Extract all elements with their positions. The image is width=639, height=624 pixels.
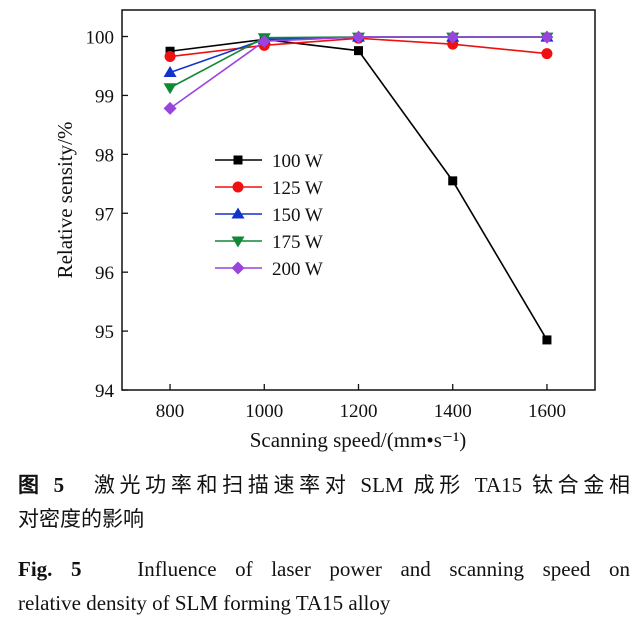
legend-label: 100 W — [272, 151, 323, 172]
data-point — [448, 176, 458, 186]
caption-cn-line1: 激光功率和扫描速率对 SLM 成形 TA15 钛合金相 — [93, 473, 630, 497]
series-line — [169, 38, 548, 341]
caption-chinese: 图 5 激光功率和扫描速率对 SLM 成形 TA15 钛合金相 对密度的影响 — [18, 468, 630, 536]
data-point — [163, 83, 177, 95]
legend-marker — [231, 261, 245, 275]
legend-label: 175 W — [272, 232, 323, 253]
legend-marker — [231, 236, 245, 248]
x-tick-label: 1400 — [434, 401, 472, 422]
x-tick-label: 1600 — [528, 401, 566, 422]
data-point — [257, 34, 271, 48]
caption-cn-line2: 对密度的影响 — [18, 507, 144, 531]
y-tick-label: 100 — [86, 28, 115, 49]
legend-marker — [233, 155, 243, 165]
data-point — [354, 46, 363, 56]
x-tick-label: 1000 — [245, 401, 283, 422]
caption-en-line1: Influence of laser power and scanning sp… — [137, 557, 630, 581]
caption-en-line2: relative density of SLM forming TA15 all… — [18, 591, 391, 615]
y-tick-label: 95 — [95, 322, 114, 343]
x-tick-label: 800 — [156, 401, 185, 422]
y-tick-label: 96 — [95, 263, 114, 284]
series-100w — [165, 34, 552, 345]
y-tick-label: 99 — [95, 86, 114, 107]
data-point — [352, 30, 365, 44]
y-tick-label: 94 — [95, 381, 115, 402]
x-axis-label: Scanning speed/(mm•s⁻¹) — [250, 428, 467, 452]
data-point — [164, 51, 176, 63]
data-point — [542, 335, 552, 345]
y-tick-label: 97 — [95, 204, 114, 225]
caption-english: Fig. 5 Influence of laser power and scan… — [18, 552, 630, 620]
y-axis-label: Relative sensity/% — [53, 122, 77, 279]
x-tick-label: 1200 — [340, 401, 378, 422]
legend-label: 150 W — [272, 205, 323, 226]
data-point — [446, 30, 460, 44]
legend-marker — [232, 181, 244, 193]
data-point — [540, 30, 554, 44]
caption-en-label: Fig. 5 — [18, 557, 82, 581]
legend-marker — [231, 207, 245, 219]
y-tick-label: 98 — [95, 145, 114, 166]
legend-label: 200 W — [272, 259, 323, 280]
caption-cn-label: 图 5 — [18, 473, 65, 497]
data-point — [541, 48, 553, 60]
data-point — [163, 65, 177, 77]
legend-label: 125 W — [272, 178, 323, 199]
plot-frame — [121, 9, 596, 391]
series-200w — [163, 30, 554, 115]
data-point — [163, 101, 177, 115]
chart: 800 1000 1200 1400 1600 94 95 96 97 98 99 100 100 W… — [53, 9, 596, 452]
